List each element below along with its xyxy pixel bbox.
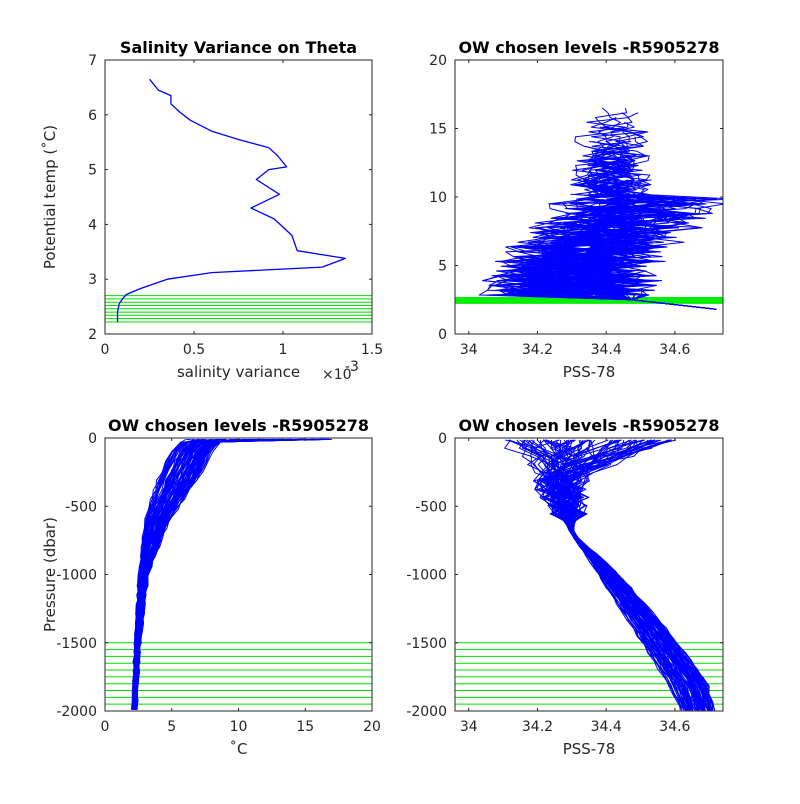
- x-tick-label: 1: [279, 342, 288, 358]
- chosen-level-band: [455, 297, 723, 304]
- chart-title: OW chosen levels -R5905278: [108, 416, 369, 435]
- y-tick-label: -1500: [406, 636, 447, 652]
- y-tick-label: -1000: [406, 568, 447, 584]
- x-tick-label: 0.5: [183, 342, 205, 358]
- y-tick-label: 0: [438, 431, 447, 447]
- profile-line: [133, 438, 281, 710]
- plot-area: [105, 438, 372, 711]
- x-tick-label: 34: [460, 719, 478, 735]
- profile-line: [559, 439, 710, 711]
- y-tick-label: -2000: [406, 704, 447, 720]
- x-tick-label: 34: [460, 342, 478, 358]
- profile-line: [482, 236, 717, 310]
- profile-line: [132, 438, 239, 710]
- profile-line: [131, 438, 304, 710]
- y-tick-label: 15: [429, 122, 447, 138]
- profile-line: [530, 439, 693, 711]
- chart-title: OW chosen levels -R5905278: [458, 38, 719, 57]
- plot-content: [105, 78, 372, 323]
- y-tick-label: 0: [438, 327, 447, 343]
- axes-box: [104, 59, 373, 335]
- y-tick-label: -1500: [56, 636, 97, 652]
- y-tick-label: 20: [429, 53, 447, 69]
- y-tick-label: -500: [415, 499, 447, 515]
- x-tick-label: 0: [101, 719, 110, 735]
- x-tick-label: 34.2: [522, 719, 553, 735]
- y-axis-label: Potential temp (˚C): [41, 125, 59, 269]
- panel-theta-salinity: 34 34.2 34.4 34.6 0 5 10 15 20 OW chosen levels -…: [429, 38, 724, 381]
- x-axis-label: ˚C: [230, 740, 248, 758]
- y-tick-label: 7: [88, 53, 97, 69]
- plot-content: [105, 438, 372, 710]
- y-tick-label: -1000: [56, 568, 97, 584]
- profile-line: [545, 439, 689, 711]
- profile-line: [520, 241, 717, 310]
- x-tick-label: 0: [101, 342, 110, 358]
- y-tick-label: -500: [65, 499, 97, 515]
- y-tick-label: 5: [438, 259, 447, 275]
- y-axis-label: Pressure (dbar): [41, 517, 59, 632]
- y-tick-label: 4: [88, 217, 97, 233]
- x-tick-label: 34.6: [659, 719, 690, 735]
- y-tick-label: 6: [88, 108, 97, 124]
- chart-title: OW chosen levels -R5905278: [458, 416, 719, 435]
- profile-line: [569, 439, 700, 711]
- plot-area: [105, 60, 372, 334]
- panel-salinity-pressure: 34 34.2 34.4 34.6 -2000 -1500 -1000 -500 0 OW cho…: [406, 416, 724, 758]
- x-tick-label: 5: [167, 719, 176, 735]
- profile-line: [133, 438, 217, 710]
- x-tick-label: 15: [296, 719, 314, 735]
- x-tick-label: 10: [230, 719, 248, 735]
- x-tick-label: 34.6: [659, 342, 690, 358]
- x-tick-label: 34.4: [591, 719, 622, 735]
- x-tick-label: 1.5: [361, 342, 383, 358]
- y-tick-label: 2: [88, 327, 97, 343]
- x-tick-label: 34.4: [591, 342, 622, 358]
- chart-title: Salinity Variance on Theta: [120, 38, 357, 57]
- y-tick-label: 5: [88, 163, 97, 179]
- y-tick-label: 10: [429, 190, 447, 206]
- plot-content: [455, 439, 723, 711]
- y-tick-label: -2000: [56, 704, 97, 720]
- x-tick-label: 20: [363, 719, 381, 735]
- variance-line: [116, 78, 346, 322]
- profile-line: [499, 193, 717, 310]
- panel-temperature-pressure: 0 5 10 15 20 -2000 -1500 -1000 -500 0 OW chosen le…: [41, 416, 381, 758]
- x-tick-label: 34.2: [522, 342, 553, 358]
- x-exponent-label: ×10: [322, 367, 352, 383]
- y-tick-label: 3: [88, 272, 97, 288]
- x-axis-label: PSS-78: [563, 740, 616, 758]
- x-axis-label: salinity variance: [177, 363, 300, 381]
- x-exponent-power: -3: [345, 359, 359, 375]
- profile-line: [526, 439, 704, 711]
- profile-line: [546, 439, 706, 711]
- y-tick-label: 0: [88, 431, 97, 447]
- x-axis-label: PSS-78: [563, 363, 616, 381]
- plot-content: [455, 107, 723, 310]
- profile-line: [520, 141, 717, 310]
- panel-salinity-variance: 0 0.5 1 1.5 2 3 4 5 6 7 Salinity Variance on Theta…: [41, 38, 383, 383]
- profile-line: [561, 439, 716, 711]
